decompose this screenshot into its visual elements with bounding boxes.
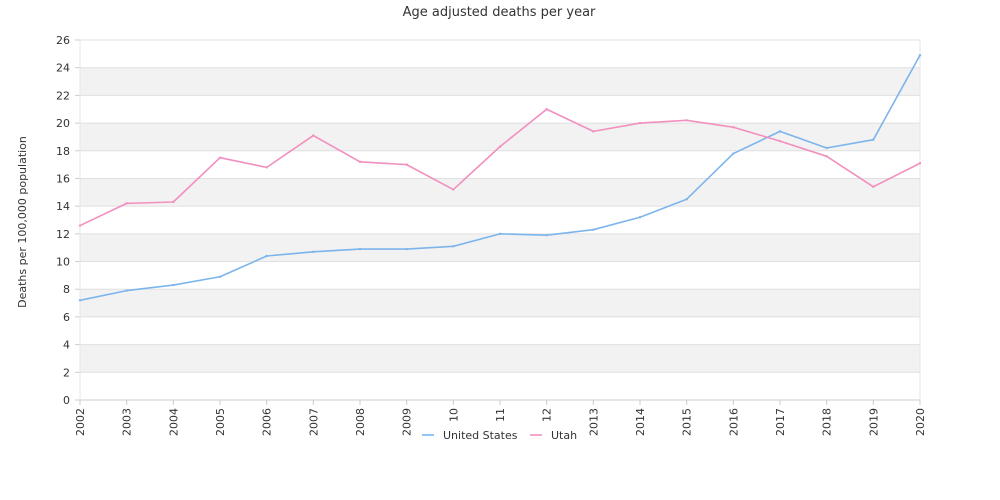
data-point[interactable] bbox=[732, 152, 735, 155]
y-tick-label: 12 bbox=[56, 228, 70, 241]
y-tick-label: 0 bbox=[63, 394, 70, 407]
data-point[interactable] bbox=[358, 247, 362, 251]
y-tick-label: 24 bbox=[56, 62, 70, 75]
legend-item-united-states[interactable]: United States bbox=[422, 429, 518, 442]
x-tick-label: 10 bbox=[447, 408, 460, 422]
x-tick-label: 2013 bbox=[587, 408, 600, 436]
y-tick-label: 8 bbox=[63, 283, 70, 296]
data-point[interactable] bbox=[452, 188, 455, 191]
legend-label: Utah bbox=[551, 429, 577, 442]
data-point[interactable] bbox=[125, 289, 128, 292]
data-point[interactable] bbox=[545, 108, 548, 111]
data-point[interactable] bbox=[218, 275, 222, 278]
data-point[interactable] bbox=[498, 145, 502, 148]
grid-band bbox=[80, 178, 920, 207]
x-tick-label: 2014 bbox=[634, 408, 647, 436]
data-point[interactable] bbox=[312, 250, 315, 254]
grid-bands bbox=[80, 67, 920, 373]
y-tick-label: 14 bbox=[56, 200, 70, 213]
data-point[interactable] bbox=[312, 134, 315, 137]
data-point[interactable] bbox=[172, 200, 175, 204]
data-point[interactable] bbox=[592, 130, 595, 133]
y-tick-label: 26 bbox=[56, 34, 70, 47]
x-tick-label: 2003 bbox=[121, 408, 134, 436]
data-point[interactable] bbox=[825, 146, 828, 150]
data-point[interactable] bbox=[685, 198, 688, 201]
data-point[interactable] bbox=[778, 139, 782, 143]
data-point[interactable] bbox=[358, 160, 362, 164]
data-point[interactable] bbox=[78, 224, 82, 227]
x-tick-label: 2008 bbox=[354, 408, 367, 436]
data-point[interactable] bbox=[265, 166, 268, 169]
x-tick-label: 2004 bbox=[167, 408, 180, 436]
legend-item-utah[interactable]: Utah bbox=[530, 429, 577, 442]
x-tick-label: 2017 bbox=[774, 408, 787, 436]
x-tick-label: 2002 bbox=[74, 408, 87, 436]
grid-band bbox=[80, 233, 920, 262]
data-point[interactable] bbox=[498, 232, 502, 236]
data-point[interactable] bbox=[265, 254, 268, 258]
data-point[interactable] bbox=[218, 156, 222, 159]
legend: United States Utah bbox=[422, 429, 577, 442]
x-tick-label: 2009 bbox=[401, 408, 414, 436]
y-tick-label: 18 bbox=[56, 145, 70, 158]
data-point[interactable] bbox=[638, 216, 642, 219]
x-tick-label: 12 bbox=[541, 408, 554, 422]
x-tick-label: 2020 bbox=[914, 408, 927, 436]
y-tick-label: 6 bbox=[63, 311, 70, 324]
data-point[interactable] bbox=[545, 234, 548, 237]
series-lines bbox=[78, 54, 922, 302]
x-tick-label: 2015 bbox=[681, 408, 694, 436]
x-tick-label: 2006 bbox=[261, 408, 274, 436]
data-point[interactable] bbox=[825, 155, 828, 158]
y-axis-label: Deaths per 100,000 population bbox=[16, 136, 29, 308]
data-point[interactable] bbox=[592, 228, 595, 231]
x-tick-label: 2005 bbox=[214, 408, 227, 436]
legend-label: United States bbox=[443, 429, 518, 442]
grid-band bbox=[80, 289, 920, 317]
y-tick-label: 22 bbox=[56, 89, 70, 102]
y-tick-label: 20 bbox=[56, 117, 70, 130]
grid-band bbox=[80, 344, 920, 373]
data-point[interactable] bbox=[405, 163, 408, 166]
x-axis-ticks: 2002 2003 2004 2005 2006 2007 2008 2009 10 11 12 20… bbox=[74, 400, 927, 436]
x-tick-label: 2018 bbox=[821, 408, 834, 436]
grid-lines bbox=[80, 39, 920, 401]
y-tick-label: 16 bbox=[56, 172, 70, 185]
data-point[interactable] bbox=[78, 299, 82, 302]
data-point[interactable] bbox=[172, 283, 175, 287]
data-point[interactable] bbox=[405, 247, 408, 251]
data-point[interactable] bbox=[872, 185, 875, 188]
data-point[interactable] bbox=[918, 162, 922, 165]
x-tick-label: 2007 bbox=[307, 408, 320, 436]
data-point[interactable] bbox=[685, 119, 688, 122]
data-point[interactable] bbox=[778, 130, 782, 133]
x-tick-label: 2019 bbox=[867, 408, 880, 436]
y-tick-label: 2 bbox=[63, 366, 70, 379]
y-tick-label: 4 bbox=[63, 339, 70, 352]
x-tick-label: 2016 bbox=[727, 408, 740, 436]
grid-band bbox=[80, 67, 920, 96]
data-point[interactable] bbox=[732, 126, 735, 129]
data-point[interactable] bbox=[452, 245, 455, 248]
data-point[interactable] bbox=[125, 202, 128, 205]
data-point[interactable] bbox=[872, 138, 875, 141]
data-point[interactable] bbox=[918, 54, 922, 57]
chart-title: Age adjusted deaths per year bbox=[403, 5, 596, 20]
data-point[interactable] bbox=[638, 121, 642, 125]
y-tick-label: 10 bbox=[56, 256, 70, 269]
x-tick-label: 11 bbox=[494, 408, 507, 422]
